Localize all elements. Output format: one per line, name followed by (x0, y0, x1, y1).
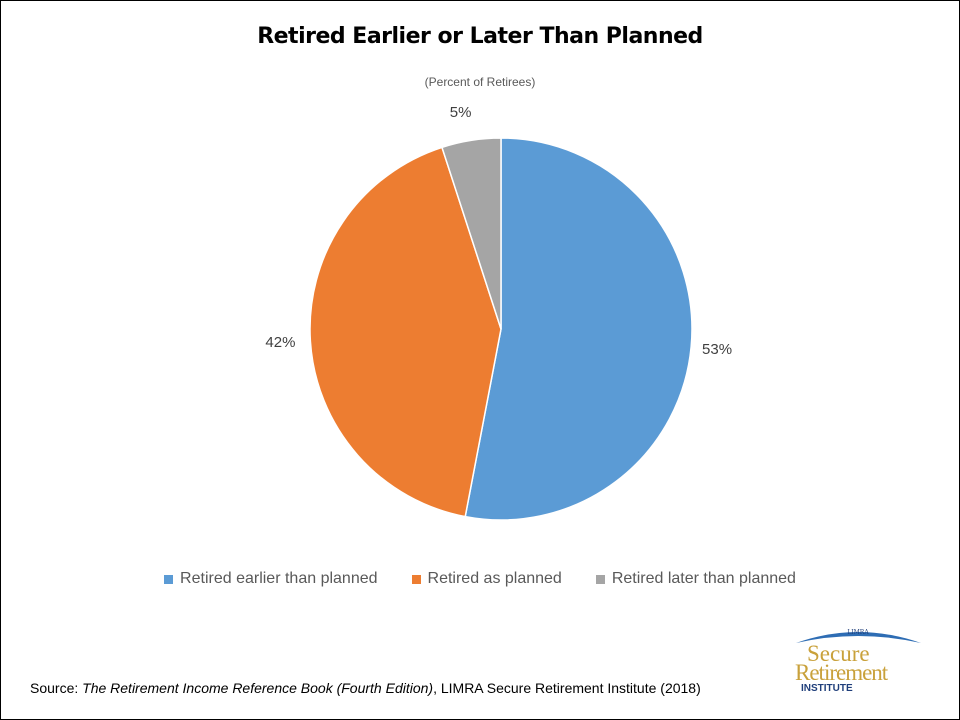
data-label-later: 5% (449, 103, 472, 121)
data-label-earlier: 53% (702, 340, 733, 358)
legend-item-as-planned: Retired as planned (411, 570, 562, 588)
chart-legend: Retired earlier than planned Retired as p… (1, 570, 959, 588)
legend-label: Retired earlier than planned (180, 570, 378, 587)
legend-item-earlier: Retired earlier than planned (164, 570, 378, 588)
legend-swatch (164, 574, 174, 584)
limra-secure-retirement-institute-logo: LIMRA Secure Retirement INSTITUTE (795, 629, 921, 694)
source-suffix: , LIMRA Secure Retirement Institute (201… (433, 680, 701, 696)
logo-institute-text: INSTITUTE (801, 683, 853, 694)
logo-secure-text: Secure (807, 641, 870, 666)
logo-limra-text: LIMRA (847, 629, 869, 636)
pie-slice-as-planned (309, 146, 502, 518)
pie-slice-later (441, 137, 502, 330)
legend-swatch (595, 574, 605, 584)
logo-retirement-text: Retirement (795, 660, 889, 685)
legend-label: Retired as planned (427, 570, 562, 587)
source-prefix: Source: (30, 680, 83, 696)
source-book-title: The Retirement Income Reference Book (Fo… (82, 680, 434, 696)
legend-item-later: Retired later than planned (595, 570, 796, 588)
chart-title: Retired Earlier or Later Than Planned (257, 24, 703, 49)
legend-label: Retired later than planned (611, 570, 796, 587)
legend-swatch (411, 574, 421, 584)
data-label-as-planned: 42% (265, 333, 296, 351)
pie-slice-earlier (464, 137, 693, 521)
source-note: Source: The Retirement Income Reference … (30, 680, 701, 696)
logo-arc-icon (796, 632, 921, 643)
chart-subtitle: (Percent of Retirees) (424, 75, 536, 89)
